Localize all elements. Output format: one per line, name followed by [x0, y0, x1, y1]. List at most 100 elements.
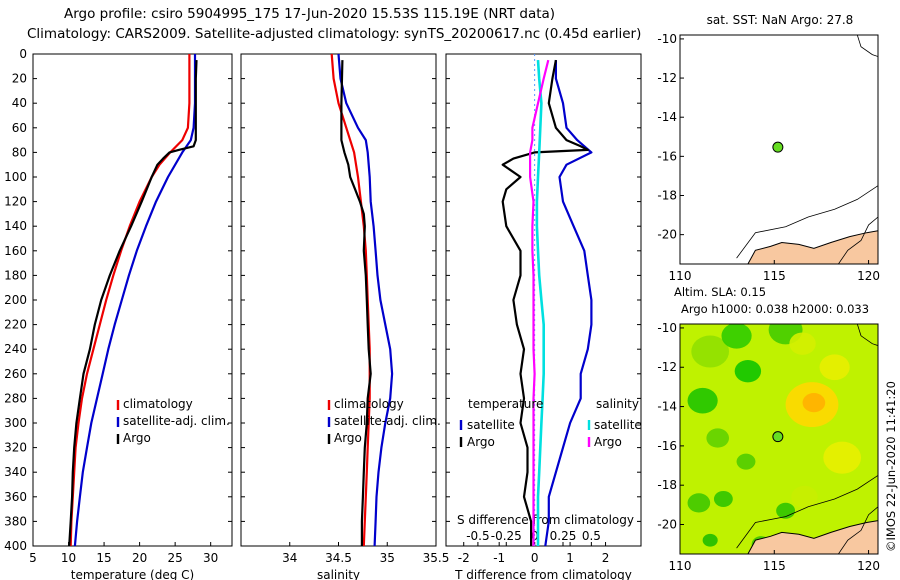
depth-tick-label: 0 — [19, 47, 27, 61]
sla-map-subtitle: Argo h1000: 0.038 h2000: 0.033 — [681, 302, 869, 316]
depth-tick-label: 160 — [4, 244, 27, 258]
temp-tick-label: 15 — [96, 551, 111, 565]
depth-tick-label: 260 — [4, 367, 27, 381]
map-lat-label: -14 — [657, 400, 677, 414]
plot-title-line1: Argo profile: csiro 5904995_175 17-Jun-2… — [64, 6, 556, 22]
temp-xlabel: temperature (deg C) — [71, 568, 194, 580]
shelf-contour — [838, 506, 878, 554]
diff-xlabel: T difference from climatology — [454, 568, 632, 580]
diff-tick-label: -1 — [493, 551, 505, 565]
temp-tick-label: 10 — [61, 551, 76, 565]
depth-tick-label: 40 — [12, 96, 27, 110]
diff-series-sal-argo — [528, 59, 550, 546]
diff-series-temp-satellite — [544, 60, 593, 547]
profile-panel-frame-3 — [445, 53, 642, 547]
sal-series-satellite — [337, 53, 394, 547]
map-lat-label: -10 — [657, 32, 677, 46]
map-lat-label: -14 — [657, 110, 677, 124]
map-lat-label: -18 — [657, 188, 677, 202]
diff-legend-left-title: temperature — [468, 397, 543, 411]
sla-anomaly-blob — [702, 533, 718, 547]
map-lat-label: -16 — [657, 149, 677, 163]
map-lon-label: 120 — [857, 559, 880, 573]
diff-legend-left-label: satellite — [467, 418, 515, 432]
map-lat-label: -12 — [657, 71, 677, 85]
diff-tick-label: 1 — [566, 551, 574, 565]
diff-legend-right-label: Argo — [594, 435, 622, 449]
isobath-line — [736, 475, 878, 549]
depth-tick-label: 120 — [4, 195, 27, 209]
depth-tick-label: 360 — [4, 490, 27, 504]
map-lat-label: -18 — [657, 478, 677, 492]
diff-series-temp-argo — [501, 59, 589, 546]
sal-tick-label: 35 — [380, 551, 395, 565]
depth-tick-label: 60 — [12, 121, 27, 135]
depth-tick-label: 20 — [12, 72, 27, 86]
sla-anomaly-blob — [789, 332, 816, 355]
depth-tick-label: 380 — [4, 514, 27, 528]
profile-panel-frame-2 — [240, 53, 437, 547]
argo-float-marker — [772, 141, 784, 153]
sal-xlabel: salinity — [317, 568, 360, 580]
map-frame-2 — [679, 323, 879, 555]
sla-anomaly-blob — [734, 359, 762, 383]
land-mass — [747, 520, 878, 554]
depth-tick-label: 340 — [4, 465, 27, 479]
temp-tick-label: 5 — [29, 551, 37, 565]
sdiff-tick-label: 0.25 — [550, 529, 577, 543]
map-frame-1 — [679, 34, 879, 265]
sal-series-argo — [340, 60, 372, 546]
land-mass — [747, 230, 878, 264]
sla-anomaly-blob — [687, 387, 718, 414]
temp-legend-label: satellite-adj. clim. — [123, 414, 230, 428]
diff-legend-left-label: Argo — [467, 435, 495, 449]
depth-tick-label: 300 — [4, 416, 27, 430]
sla-anomaly-blob — [721, 324, 752, 349]
sal-tick-label: 35.5 — [423, 551, 450, 565]
depth-tick-label: 80 — [12, 145, 27, 159]
depth-tick-label: 140 — [4, 219, 27, 233]
sla-anomaly-blob — [713, 490, 733, 507]
profile-panel-frame-1 — [32, 53, 233, 547]
temp-series-climatology — [69, 54, 191, 547]
temp-series-argo — [68, 60, 198, 547]
diff-tick-label: -2 — [458, 551, 470, 565]
depth-tick-label: 400 — [4, 539, 27, 553]
argo-float-marker — [772, 431, 784, 443]
sst-map-title: sat. SST: NaN Argo: 27.8 — [707, 13, 854, 27]
coast-fragment — [856, 324, 878, 346]
sla-anomaly-blob — [687, 493, 711, 513]
sal-tick-label: 34 — [282, 551, 297, 565]
depth-tick-label: 200 — [4, 293, 27, 307]
map-lon-label: 110 — [669, 269, 692, 283]
diff-legend-right-title: salinity — [596, 397, 639, 411]
plot-title-line2: Climatology: CARS2009. Satellite-adjuste… — [27, 26, 642, 42]
shelf-contour — [838, 216, 878, 264]
sal-tick-label: 34.5 — [325, 551, 352, 565]
sla-anomaly-blob — [819, 354, 850, 381]
isobath-line — [736, 185, 878, 259]
map-lon-label: 120 — [857, 269, 880, 283]
map-lat-label: -12 — [657, 360, 677, 374]
diff-tick-label: 2 — [602, 551, 610, 565]
sla-anomaly-blob — [802, 393, 826, 413]
temp-series-satellite — [73, 54, 197, 547]
sal-legend-label: satellite-adj. clim. — [334, 414, 441, 428]
map-lat-label: -20 — [657, 518, 677, 532]
sla-anomaly-blob — [691, 335, 730, 368]
temp-tick-label: 20 — [132, 551, 147, 565]
diff-tick-label: 0 — [531, 551, 539, 565]
sdiff-tick-label: -0.25 — [491, 529, 522, 543]
sla-map-title: Altim. SLA: 0.15 — [674, 285, 766, 299]
sdiff-tick-label: 0.5 — [582, 529, 601, 543]
depth-tick-label: 320 — [4, 441, 27, 455]
sla-anomaly-blob — [823, 441, 862, 474]
sal-legend-label: climatology — [334, 397, 404, 411]
depth-tick-label: 100 — [4, 170, 27, 184]
depth-tick-label: 220 — [4, 318, 27, 332]
depth-tick-label: 240 — [4, 342, 27, 356]
map-lat-label: -20 — [657, 228, 677, 242]
coast-fragment — [856, 35, 878, 57]
depth-tick-label: 280 — [4, 391, 27, 405]
depth-tick-label: 180 — [4, 268, 27, 282]
